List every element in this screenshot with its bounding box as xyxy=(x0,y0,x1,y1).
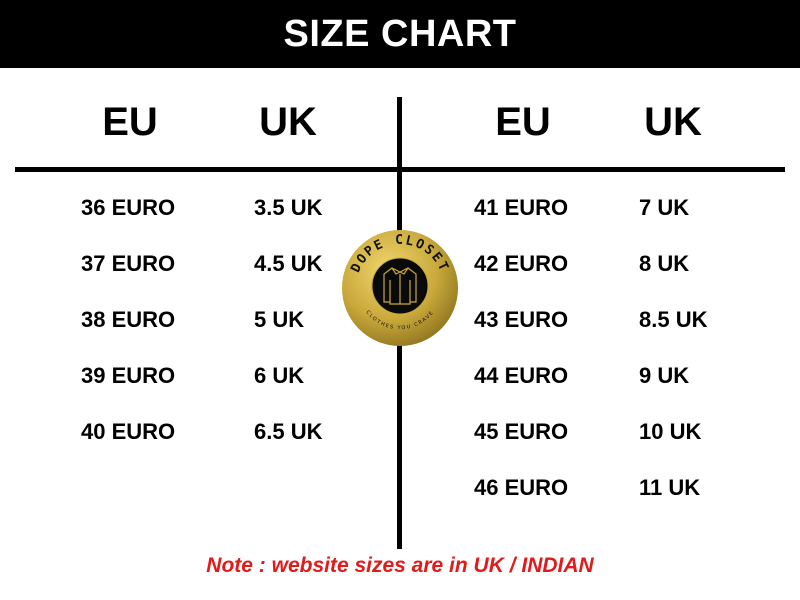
right-eu-size: 45 EURO xyxy=(474,419,569,444)
right-eu-size: 46 EURO xyxy=(474,475,569,500)
right-eu-size: 43 EURO xyxy=(474,307,569,332)
dope-closet-logo: DOPE CLOSET CLOTHES YOU CRAVE xyxy=(342,230,458,346)
size-note: Note : website sizes are in UK / INDIAN xyxy=(206,554,594,577)
right-uk-size: 8.5 UK xyxy=(639,307,708,332)
right-uk-size: 7 UK xyxy=(639,195,690,220)
left-uk-size: 6 UK xyxy=(254,363,305,388)
right-uk-size: 8 UK xyxy=(639,251,690,276)
right-eu-size: 41 EURO xyxy=(474,195,569,220)
left-eu-size: 37 EURO xyxy=(81,251,176,276)
left-eu-size: 38 EURO xyxy=(81,307,176,332)
left-eu-header: EU xyxy=(102,100,158,144)
right-uk-size: 11 UK xyxy=(639,475,701,500)
right-eu-header: EU xyxy=(495,100,551,144)
left-uk-size: 6.5 UK xyxy=(254,419,323,444)
left-uk-size: 4.5 UK xyxy=(254,251,323,276)
horizontal-divider xyxy=(15,167,785,172)
right-uk-header: UK xyxy=(644,100,702,144)
right-eu-size: 44 EURO xyxy=(474,363,569,388)
right-uk-size: 9 UK xyxy=(639,363,690,388)
right-uk-size: 10 UK xyxy=(639,419,702,444)
left-uk-size: 5 UK xyxy=(254,307,305,332)
left-eu-size: 40 EURO xyxy=(81,419,176,444)
left-eu-size: 36 EURO xyxy=(81,195,176,220)
left-uk-size: 3.5 UK xyxy=(254,195,323,220)
left-uk-header: UK xyxy=(259,100,317,144)
right-eu-size: 42 EURO xyxy=(474,251,569,276)
shirt-icon xyxy=(383,267,417,305)
page-title: SIZE CHART xyxy=(0,0,800,68)
left-eu-size: 39 EURO xyxy=(81,363,176,388)
